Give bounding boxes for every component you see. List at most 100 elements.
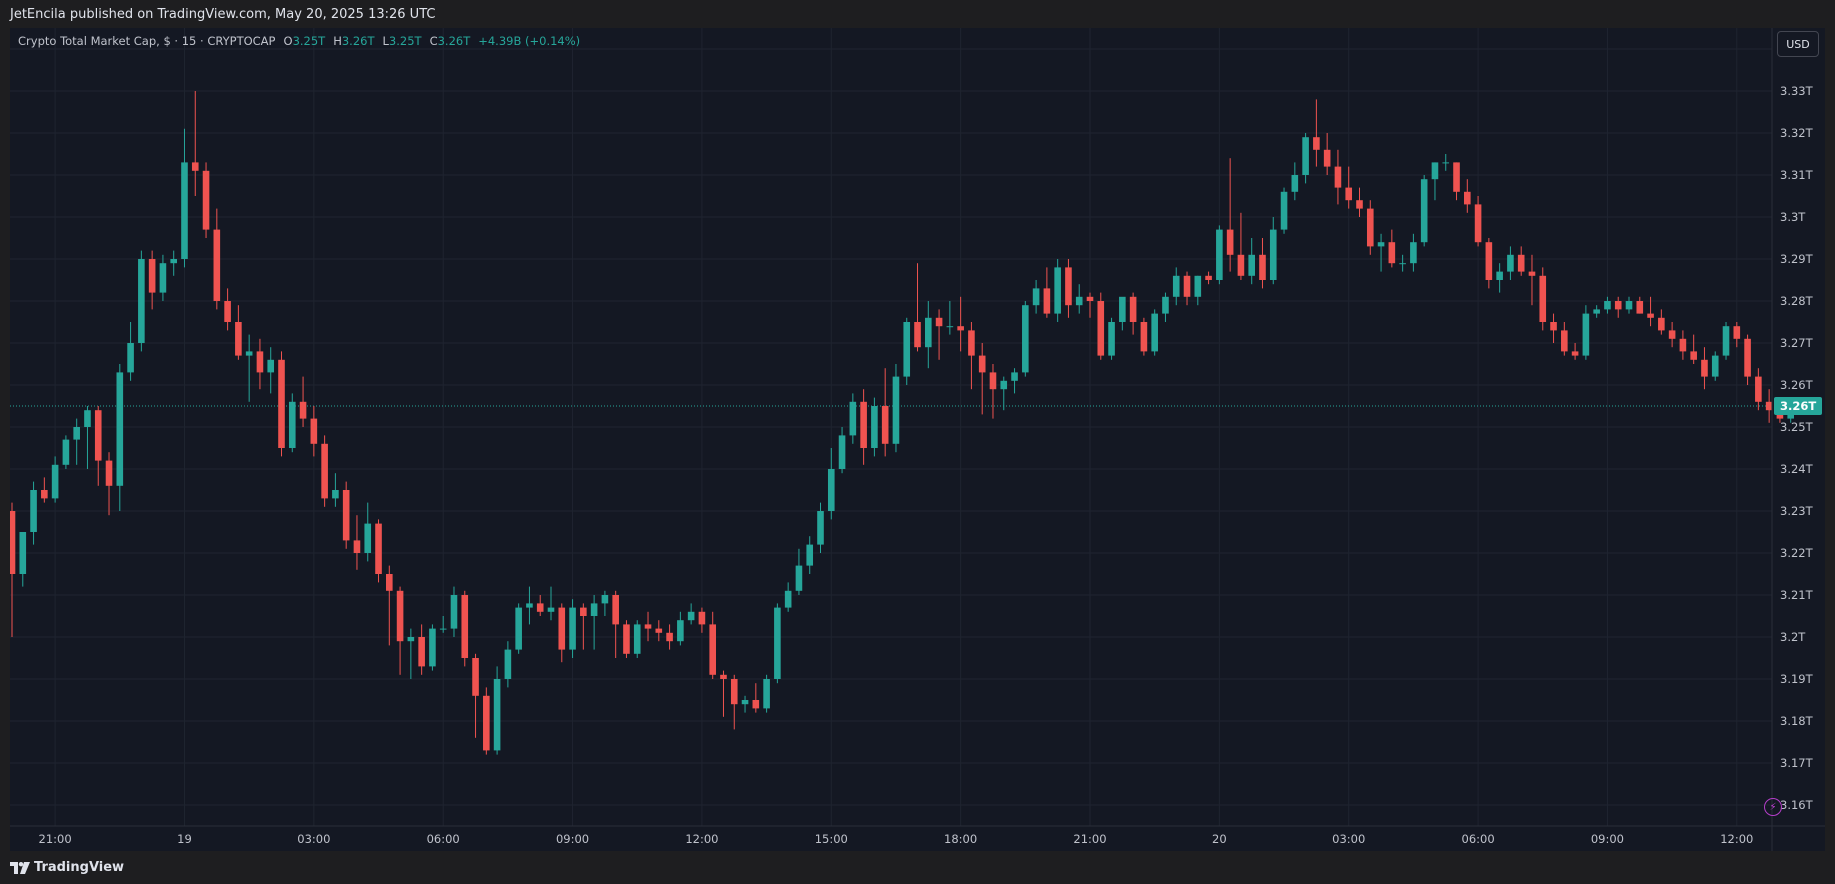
- candle-body: [526, 603, 533, 608]
- candle-body: [51, 464, 59, 499]
- candle-body: [1399, 263, 1406, 265]
- candle: [1291, 162, 1299, 201]
- candle: [1668, 322, 1676, 348]
- candle-body: [1366, 208, 1374, 247]
- candle: [1280, 187, 1288, 234]
- x-tick-label: 09:00: [1591, 832, 1624, 846]
- x-tick-label: 19: [177, 832, 192, 846]
- candle-body: [817, 511, 824, 545]
- candle-body: [1474, 204, 1482, 243]
- currency-button[interactable]: USD: [1777, 31, 1819, 57]
- candle-body: [30, 490, 37, 532]
- candle: [1733, 322, 1741, 348]
- candle-body: [978, 355, 986, 373]
- candle: [655, 620, 663, 642]
- candle: [1334, 149, 1342, 205]
- candle-body: [677, 620, 684, 642]
- y-tick-label: 3.3T: [1780, 210, 1806, 224]
- candle-body: [827, 469, 835, 511]
- candle-body: [914, 322, 921, 348]
- candle: [925, 301, 932, 369]
- candle-body: [364, 523, 372, 553]
- candle: [62, 435, 70, 469]
- candle: [1550, 313, 1557, 343]
- legend-close-label: C: [429, 34, 438, 48]
- candle: [838, 427, 846, 474]
- candle-body: [590, 603, 598, 616]
- candle: [1140, 317, 1148, 356]
- candlestick-chart[interactable]: 21:00 19 03:00 06:00 09:00 12:00 15:00 18:00 21:…: [10, 28, 1825, 851]
- lightning-icon[interactable]: ⚡: [1764, 798, 1782, 816]
- candle: [321, 435, 328, 507]
- candle-body: [299, 401, 307, 419]
- candle-body: [1162, 296, 1169, 314]
- candle-body: [1140, 322, 1148, 352]
- candle-body: [1410, 242, 1417, 264]
- candle-body: [1453, 162, 1460, 192]
- candle: [569, 599, 576, 658]
- candle: [256, 338, 264, 390]
- x-tick-label: 18:00: [944, 832, 977, 846]
- candle-body: [1636, 301, 1644, 314]
- candle-body: [396, 590, 404, 642]
- legend-open: 3.25T: [292, 34, 326, 48]
- candle: [1582, 305, 1590, 360]
- candle: [1313, 99, 1320, 167]
- chart-legend: Crypto Total Market Cap, $ · 15 · CRYPTO…: [18, 34, 580, 48]
- candle: [1205, 271, 1212, 285]
- candle: [978, 343, 986, 415]
- chart-area[interactable]: 21:00 19 03:00 06:00 09:00 12:00 15:00 18:00 21:…: [10, 28, 1825, 851]
- candle: [1755, 368, 1762, 411]
- candle-body: [1722, 326, 1730, 356]
- candle: [267, 347, 275, 394]
- candle-body: [1733, 326, 1741, 339]
- candle: [1464, 179, 1471, 213]
- candle: [493, 666, 501, 755]
- x-tick-label: 06:00: [427, 832, 460, 846]
- candle-body: [752, 700, 760, 709]
- candle: [1453, 162, 1460, 201]
- candle: [1711, 351, 1719, 381]
- candle: [386, 565, 393, 646]
- candle: [1248, 238, 1255, 285]
- candle: [1496, 263, 1503, 293]
- candle: [375, 519, 382, 583]
- candle: [73, 418, 80, 465]
- candle-body: [881, 406, 889, 444]
- candle: [1474, 196, 1482, 247]
- candle: [1011, 368, 1018, 394]
- candle-body: [342, 490, 350, 541]
- candle: [687, 603, 695, 625]
- candle-body: [1022, 305, 1029, 373]
- candle: [1086, 292, 1094, 318]
- candle: [1561, 322, 1568, 356]
- y-tick-label: 3.23T: [1780, 504, 1814, 518]
- candle-body: [515, 607, 522, 650]
- candle: [332, 473, 339, 507]
- candle-body: [1108, 322, 1115, 356]
- candle-body: [1377, 242, 1385, 247]
- candle-body: [1302, 137, 1309, 175]
- candle: [1507, 246, 1514, 280]
- candle-body: [483, 695, 490, 751]
- candle-body: [698, 611, 706, 625]
- y-tick-label: 3.26T: [1780, 378, 1814, 392]
- candle: [1442, 154, 1450, 171]
- x-tick-label: 21:00: [1073, 832, 1106, 846]
- legend-change: +4.39B (+0.14%): [478, 34, 581, 48]
- candle-body: [138, 259, 145, 343]
- candle: [1636, 296, 1644, 314]
- candle: [774, 603, 781, 684]
- y-tick-label: 3.27T: [1780, 336, 1814, 350]
- candle: [1216, 225, 1223, 285]
- y-tick-label: 3.2T: [1780, 630, 1806, 644]
- candle-body: [1593, 309, 1600, 314]
- candle: [1431, 162, 1439, 201]
- candle-body: [1539, 275, 1547, 322]
- candle: [1528, 254, 1536, 306]
- candle-body: [1561, 330, 1568, 352]
- candle-body: [741, 700, 749, 705]
- candle: [396, 586, 404, 675]
- candle: [1614, 296, 1622, 318]
- candle: [159, 254, 167, 301]
